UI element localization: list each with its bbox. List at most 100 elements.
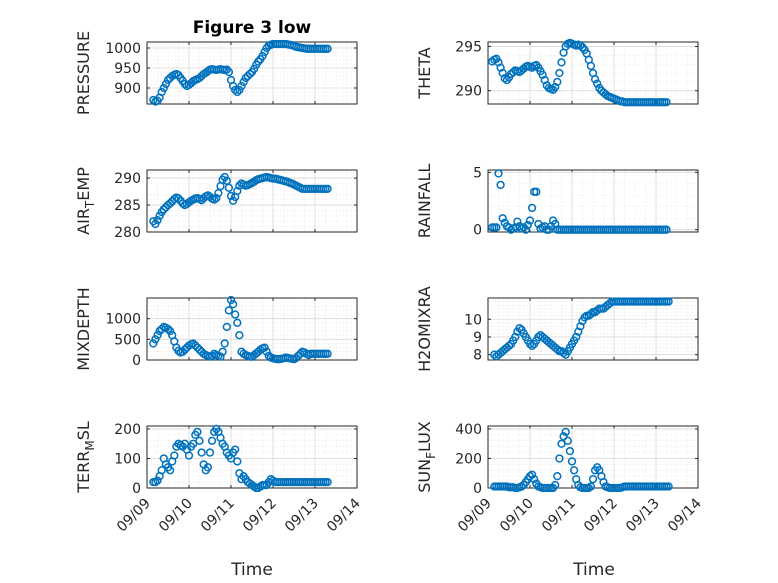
y-axis-label: RAINFALL bbox=[415, 164, 434, 239]
x-tick-label: 09/09 bbox=[455, 496, 495, 536]
data-point bbox=[178, 347, 187, 356]
data-point bbox=[664, 297, 673, 306]
y-axis-label: THETA bbox=[415, 47, 434, 99]
y-tick-label: 0 bbox=[132, 353, 141, 369]
data-point bbox=[580, 313, 589, 322]
x-tick-label: 09/12 bbox=[240, 496, 280, 536]
data-point bbox=[161, 79, 171, 89]
data-point bbox=[233, 87, 242, 97]
data-point bbox=[527, 203, 537, 213]
data-point bbox=[519, 223, 528, 232]
data-point bbox=[559, 348, 568, 358]
data-point bbox=[569, 466, 579, 475]
data-point bbox=[260, 343, 269, 352]
y-tick-label: 0 bbox=[132, 481, 141, 497]
y-tick-label: 100 bbox=[114, 451, 141, 467]
data-point bbox=[203, 463, 213, 472]
data-point bbox=[498, 214, 507, 223]
data-point bbox=[260, 47, 269, 57]
data-point bbox=[210, 195, 219, 204]
data-point bbox=[193, 427, 202, 437]
data-point bbox=[222, 65, 231, 74]
data-point bbox=[224, 67, 234, 77]
data-point bbox=[191, 341, 200, 350]
data-point bbox=[551, 480, 560, 490]
data-point bbox=[563, 436, 572, 445]
data-point bbox=[245, 69, 255, 79]
data-point bbox=[193, 343, 202, 352]
y-tick-label: 295 bbox=[455, 39, 482, 55]
data-point bbox=[220, 339, 229, 348]
data-point bbox=[576, 41, 585, 50]
data-point bbox=[180, 345, 189, 354]
data-point bbox=[525, 339, 535, 349]
data-point bbox=[249, 64, 259, 73]
y-tick-label: 0 bbox=[473, 481, 482, 497]
data-point bbox=[235, 85, 244, 95]
data-point bbox=[565, 446, 575, 456]
subplot-air-temp: 280 285 290 AIRTEMP bbox=[74, 167, 358, 241]
y-tick-label: 10 bbox=[464, 312, 482, 328]
data-point bbox=[553, 77, 562, 87]
data-point bbox=[588, 474, 598, 484]
y-tick-label: 280 bbox=[114, 225, 141, 241]
y-tick-label: 1000 bbox=[105, 41, 141, 57]
data-point bbox=[216, 352, 225, 361]
data-point bbox=[567, 457, 577, 466]
plot-area bbox=[146, 425, 358, 489]
data-point bbox=[557, 58, 566, 67]
y-tick-label: 400 bbox=[455, 422, 482, 438]
data-point bbox=[165, 466, 175, 475]
data-point bbox=[189, 339, 198, 348]
data-point bbox=[323, 184, 332, 194]
data-point bbox=[228, 81, 238, 91]
data-point bbox=[599, 477, 608, 487]
data-point bbox=[527, 341, 537, 350]
data-point bbox=[553, 345, 562, 354]
data-point bbox=[214, 189, 223, 198]
data-point bbox=[212, 193, 221, 203]
data-point bbox=[561, 427, 570, 437]
subplot-theta: 290 295 THETA bbox=[415, 38, 699, 107]
data-point bbox=[222, 176, 231, 185]
data-point bbox=[224, 306, 234, 315]
y-tick-label: 290 bbox=[114, 171, 141, 187]
subplot-terr-msl: 0 100 200 TERRMSL 09/09 09/10 09/11 09/12 09/13 0… bbox=[74, 421, 364, 535]
y-axis-label: SUNFLUX bbox=[415, 421, 438, 493]
data-point bbox=[523, 220, 533, 230]
data-point bbox=[197, 448, 206, 457]
data-point bbox=[170, 451, 179, 460]
data-point bbox=[500, 74, 509, 83]
data-point bbox=[492, 223, 501, 232]
data-point bbox=[205, 448, 215, 457]
data-point bbox=[159, 205, 168, 214]
data-point bbox=[662, 98, 671, 107]
subplot-sun-flux: 0 200 400 SUNFLUX 09/09 09/10 09/11 09/12 09/13 0… bbox=[415, 421, 705, 535]
data-point bbox=[235, 331, 244, 340]
data-point bbox=[153, 331, 162, 340]
subplot-rainfall: 0 5 RAINFALL bbox=[415, 164, 699, 239]
data-point bbox=[195, 345, 204, 354]
y-axis-label: H2OMIXRA bbox=[415, 286, 434, 372]
data-point bbox=[593, 79, 602, 88]
data-point bbox=[149, 339, 158, 348]
data-point bbox=[174, 194, 183, 203]
data-point bbox=[184, 451, 194, 460]
y-tick-label: 200 bbox=[455, 451, 482, 467]
data-point bbox=[195, 436, 204, 445]
data-point bbox=[151, 335, 160, 344]
data-point bbox=[494, 169, 503, 178]
data-point bbox=[254, 57, 263, 66]
data-point bbox=[239, 77, 248, 87]
data-point bbox=[323, 44, 332, 53]
data-point bbox=[530, 474, 539, 484]
y-tick-label: 5 bbox=[473, 165, 482, 181]
x-tick-label: 09/09 bbox=[114, 496, 154, 536]
x-tick-label: 09/12 bbox=[581, 496, 621, 536]
data-point bbox=[262, 347, 271, 356]
y-tick-label: 500 bbox=[114, 332, 141, 348]
data-point bbox=[532, 187, 541, 196]
data-point bbox=[231, 310, 240, 319]
